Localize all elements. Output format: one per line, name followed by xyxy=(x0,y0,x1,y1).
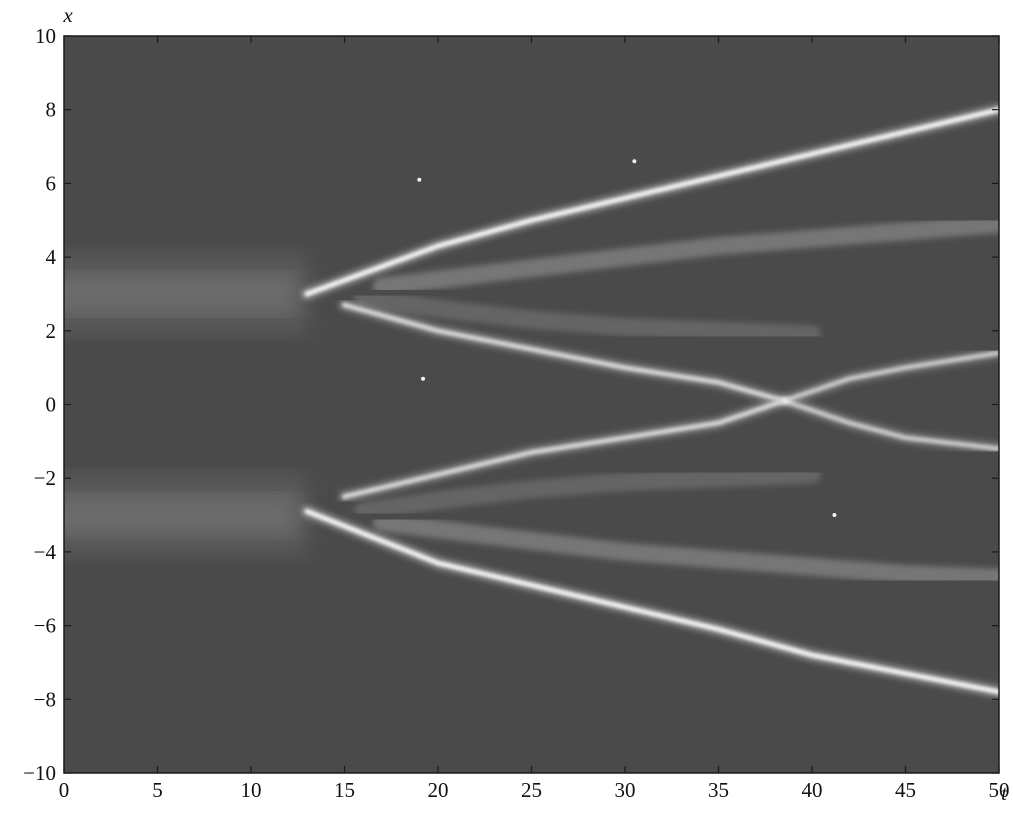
y-tick-label: 0 xyxy=(46,393,57,417)
trace-line xyxy=(781,398,999,452)
x-tick-label: 5 xyxy=(152,778,163,802)
trace-faint xyxy=(372,513,999,587)
x-axis: 0 5 10 15 20 25 30 35 40 45 50 xyxy=(59,36,1010,802)
x-tick-label: 50 xyxy=(989,778,1010,802)
trace-line xyxy=(342,302,787,404)
x-tick-label: 40 xyxy=(802,778,823,802)
y-tick-label: −6 xyxy=(34,614,56,638)
isolated-points xyxy=(417,159,837,518)
x-tick-label: 45 xyxy=(895,778,916,802)
y-tick-label: 2 xyxy=(46,319,57,343)
x-tick-label: 35 xyxy=(708,778,729,802)
trace-line xyxy=(342,398,787,500)
x-tick-label: 15 xyxy=(334,778,355,802)
x-tick-label: 30 xyxy=(615,778,636,802)
initial-bands xyxy=(64,253,308,556)
isolated-point xyxy=(421,376,426,381)
trace-faint xyxy=(354,288,821,344)
y-tick-label: −2 xyxy=(34,466,56,490)
x-tick-label: 0 xyxy=(59,778,70,802)
y-tick-label: 10 xyxy=(35,24,56,48)
x-axis-label: t xyxy=(1001,781,1008,805)
isolated-point xyxy=(417,177,422,182)
y-tick-label: −10 xyxy=(23,761,56,785)
y-tick-label: 6 xyxy=(46,171,57,195)
trace-line xyxy=(781,350,999,404)
trajectory-traces xyxy=(301,103,999,698)
x-tick-label: 10 xyxy=(241,778,262,802)
y-axis-label: x xyxy=(62,3,73,27)
plot-background xyxy=(64,36,999,773)
trace-faint xyxy=(354,465,821,521)
isolated-point xyxy=(632,159,637,164)
y-tick-label: 8 xyxy=(46,98,57,122)
y-axis: 10 8 6 4 2 0 −2 −4 −6 −8 −10 xyxy=(23,24,999,785)
trace-line xyxy=(304,107,999,297)
trace-faint xyxy=(372,214,999,296)
initial-band xyxy=(64,273,298,314)
isolated-point xyxy=(832,513,837,518)
y-tick-label: 4 xyxy=(46,245,57,269)
initial-band xyxy=(64,495,298,536)
x-tick-label: 25 xyxy=(521,778,542,802)
x-tick-label: 20 xyxy=(428,778,449,802)
y-tick-label: −4 xyxy=(34,540,57,564)
trace-line xyxy=(304,508,999,695)
y-tick-label: −8 xyxy=(34,687,56,711)
